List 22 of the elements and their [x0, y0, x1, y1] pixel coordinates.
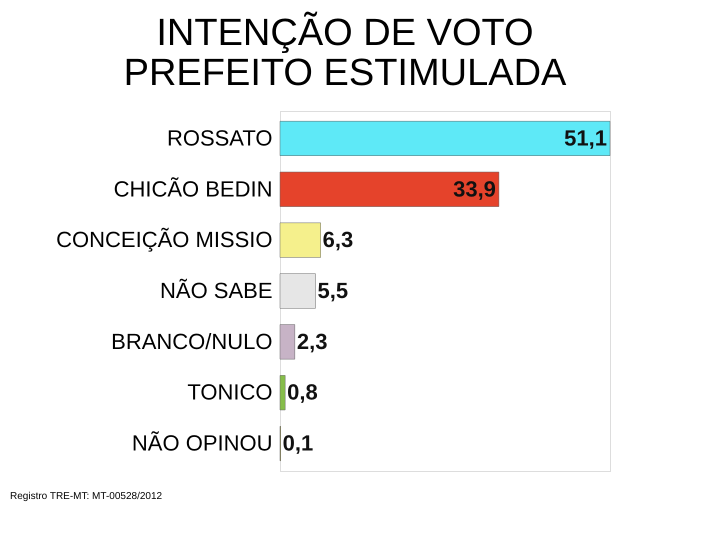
text: INTENÇÃO DE VOTO — [156, 12, 534, 54]
data-label: 51,1 — [564, 125, 607, 150]
y-tick-label: CHICÃO BEDIN — [114, 176, 272, 202]
data-label: 2,3 — [296, 328, 328, 354]
data-label: 0,1 — [282, 430, 314, 456]
y-tick-label: ROSSATO — [166, 125, 272, 150]
y-tick-label: TONICO — [187, 380, 272, 405]
bar — [280, 120, 610, 156]
data-label: 6,3 — [322, 227, 354, 252]
text: PREFEITO ESTIMULADA — [124, 52, 566, 94]
y-tick-label: CONCEIÇÃO MISSIO — [56, 227, 272, 252]
data-label: 33,9 — [453, 176, 496, 202]
y-tick-label: NÃO OPINOU — [132, 430, 272, 456]
bar — [280, 222, 321, 258]
bar — [280, 324, 296, 360]
y-tick-label: BRANCO/NULO — [111, 328, 272, 354]
data-label: 5,5 — [318, 278, 348, 303]
bar — [280, 172, 500, 207]
bar — [280, 375, 286, 410]
y-tick-label: NÃO SABE — [160, 278, 272, 303]
text: Registro TRE-MT: MT-00528/2012 — [10, 491, 163, 502]
data-label: 0,8 — [287, 380, 318, 405]
